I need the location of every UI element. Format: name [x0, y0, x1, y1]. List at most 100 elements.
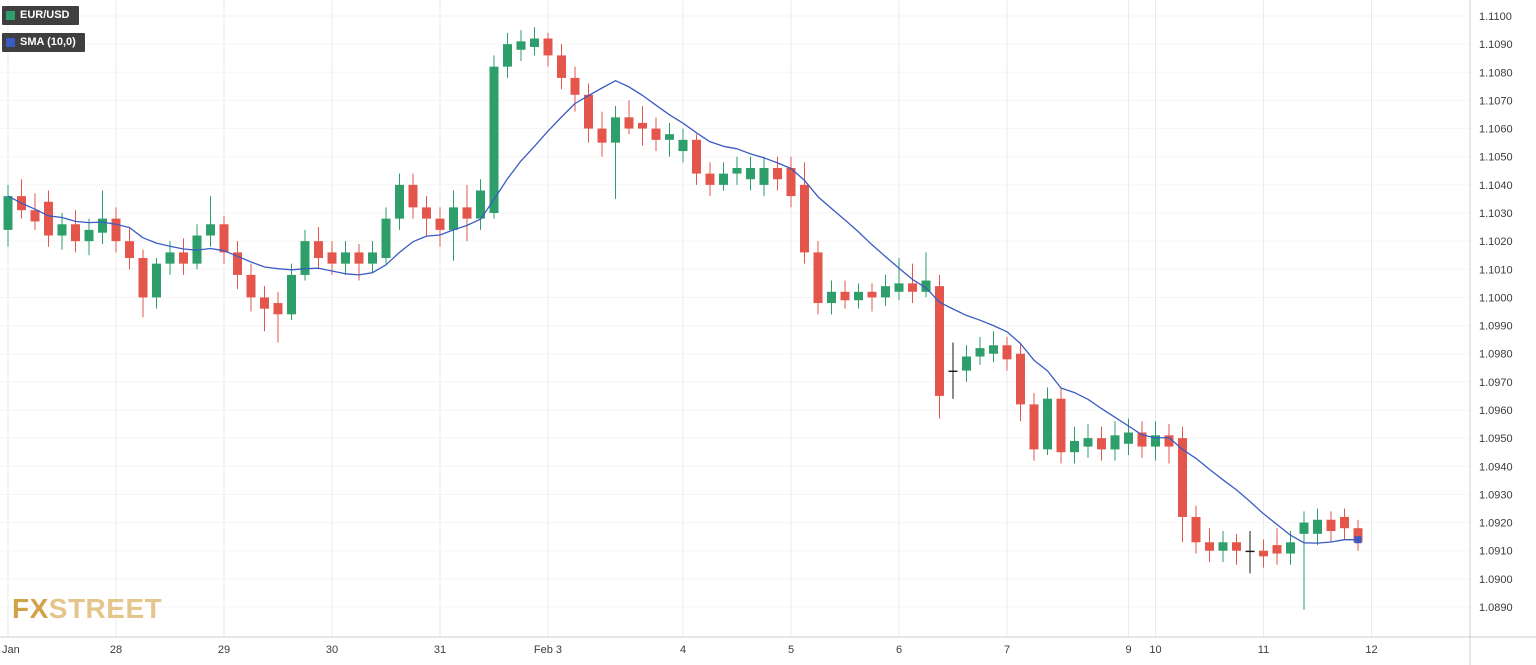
- candle-body: [125, 241, 134, 259]
- candle-body: [827, 291, 836, 304]
- candle-body: [57, 224, 67, 236]
- fxstreet-logo: FXSTREET: [12, 595, 162, 623]
- candle-body: [935, 286, 944, 396]
- candle-body: [786, 167, 796, 197]
- candle-body: [840, 291, 850, 301]
- candle-body: [908, 283, 917, 292]
- candle-body: [152, 263, 161, 298]
- x-axis-label: 29: [218, 644, 230, 656]
- candle-body: [1016, 353, 1025, 405]
- y-axis-label: 1.1100: [1479, 11, 1512, 23]
- y-axis-label: 1.1070: [1479, 95, 1513, 107]
- x-axis-label: 4: [680, 644, 686, 656]
- candle-body: [1299, 522, 1309, 534]
- candle-body: [746, 167, 755, 180]
- x-axis-label: 7: [1004, 644, 1010, 656]
- candle-body: [233, 252, 242, 275]
- y-axis-label: 1.0900: [1479, 574, 1513, 586]
- candle-body: [773, 167, 782, 180]
- symbol-label: EUR/USD: [20, 9, 70, 21]
- candle-body: [206, 224, 215, 236]
- candle-body: [1097, 438, 1106, 450]
- y-axis-label: 1.1010: [1479, 264, 1513, 276]
- y-axis-label: 1.0890: [1479, 602, 1513, 614]
- candle-body: [408, 184, 418, 208]
- x-axis-label: 30: [326, 644, 338, 656]
- candle-body: [1151, 435, 1160, 447]
- y-axis-label: 1.0940: [1479, 461, 1513, 473]
- candle-body: [530, 38, 539, 47]
- candle-body: [246, 274, 256, 298]
- x-axis-label: 28: [110, 644, 122, 656]
- x-axis-label: 9: [1125, 644, 1131, 656]
- candle-body: [260, 297, 269, 309]
- y-axis-label: 1.1040: [1479, 180, 1513, 192]
- candle-body: [1245, 550, 1255, 553]
- candle-body: [44, 201, 53, 236]
- candle-body: [921, 280, 931, 292]
- candle-body: [1218, 542, 1228, 551]
- x-axis-label: 11: [1258, 644, 1269, 656]
- candle-body: [287, 274, 296, 315]
- candle-body: [300, 241, 310, 275]
- candle-body: [354, 252, 364, 264]
- candle-body: [1326, 519, 1336, 532]
- candle-body: [1232, 542, 1241, 551]
- sma-last-value-marker: [1354, 536, 1362, 544]
- candle-body: [71, 224, 80, 242]
- legend-symbol-badge[interactable]: EUR/USD: [2, 6, 79, 25]
- y-axis-label: 1.1060: [1479, 124, 1513, 136]
- candle-body: [597, 128, 607, 143]
- candle-body: [1137, 432, 1147, 447]
- y-axis-label: 1.0930: [1479, 489, 1513, 501]
- legend: EUR/USD SMA (10,0): [2, 6, 85, 60]
- candle-body: [341, 252, 350, 264]
- candle-body: [111, 218, 121, 242]
- x-axis-label: Jan: [2, 644, 20, 656]
- candle-body: [557, 55, 566, 78]
- indicator-label: SMA (10,0): [20, 36, 76, 48]
- candle-body: [1191, 516, 1201, 543]
- y-axis-label: 1.1030: [1479, 208, 1513, 220]
- candle-body: [813, 252, 823, 304]
- x-axis-label: 12: [1365, 644, 1377, 656]
- candle-body: [84, 229, 94, 242]
- x-axis-label: 5: [788, 644, 794, 656]
- logo-fx-text: FX: [12, 593, 49, 624]
- x-axis-label: Feb 3: [534, 644, 562, 656]
- candle-body: [759, 167, 769, 185]
- candle-body: [962, 356, 971, 371]
- candle-body: [678, 139, 688, 152]
- candle-body: [1110, 435, 1120, 450]
- candle-body: [1340, 516, 1349, 529]
- candle-body: [692, 139, 701, 174]
- candle-body: [948, 370, 958, 372]
- candle-body: [881, 286, 890, 298]
- candle-body: [1205, 542, 1214, 551]
- candle-body: [651, 128, 661, 140]
- candle-body: [273, 303, 283, 315]
- candle-body: [449, 207, 458, 230]
- candle-body: [165, 252, 175, 264]
- x-axis-label: 31: [434, 644, 446, 656]
- x-axis-label: 6: [896, 644, 902, 656]
- candle-body: [1353, 528, 1363, 543]
- candle-body: [854, 291, 863, 301]
- y-axis-label: 1.0970: [1479, 377, 1513, 389]
- candle-body: [395, 184, 404, 219]
- candle-body: [1083, 438, 1093, 447]
- candle-body: [1124, 432, 1133, 444]
- legend-indicator-badge[interactable]: SMA (10,0): [2, 33, 85, 52]
- candle-body: [179, 252, 188, 264]
- candle-body: [462, 207, 472, 219]
- candle-body: [1164, 435, 1174, 447]
- y-axis-label: 1.1020: [1479, 236, 1513, 248]
- candle-body: [1043, 398, 1052, 450]
- candle-body: [638, 122, 647, 129]
- candle-body: [381, 218, 391, 259]
- candle-body: [1286, 542, 1295, 554]
- candle-body: [800, 184, 809, 253]
- candle-body: [3, 196, 13, 230]
